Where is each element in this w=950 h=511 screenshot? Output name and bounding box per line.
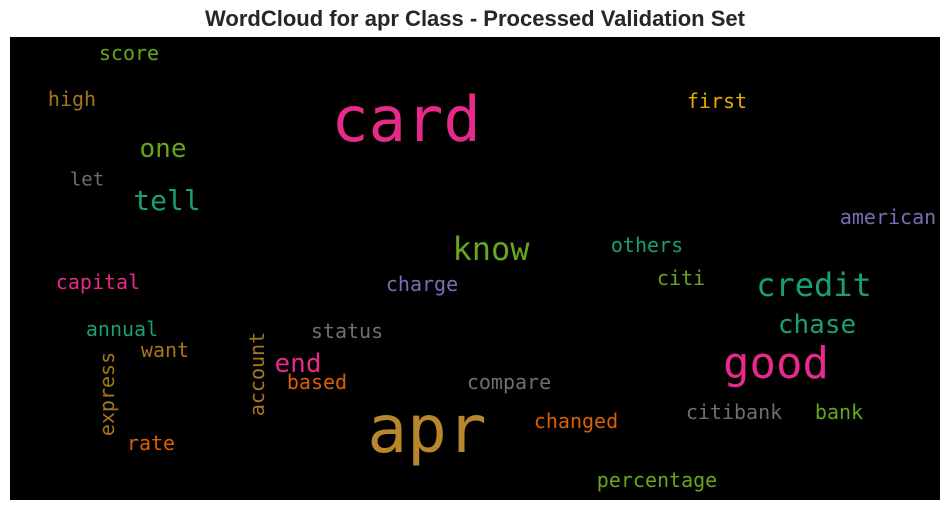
word-express: express bbox=[95, 351, 119, 437]
word-good: good bbox=[723, 338, 829, 389]
word-charge: charge bbox=[385, 272, 459, 296]
word-let: let bbox=[69, 168, 105, 191]
word-know: know bbox=[452, 230, 530, 268]
word-capital: capital bbox=[55, 270, 141, 294]
word-high: high bbox=[47, 87, 97, 111]
word-others: others bbox=[610, 233, 684, 257]
word-compare: compare bbox=[466, 370, 552, 394]
word-account: account bbox=[245, 331, 269, 417]
word-one: one bbox=[139, 134, 187, 164]
word-end: end bbox=[274, 349, 322, 379]
word-citi: citi bbox=[656, 266, 706, 290]
word-american: american bbox=[839, 205, 937, 229]
word-want: want bbox=[140, 338, 190, 362]
chart-title: WordCloud for apr Class - Processed Vali… bbox=[205, 6, 745, 31]
word-apr: apr bbox=[367, 391, 487, 468]
word-rate: rate bbox=[126, 431, 176, 455]
word-percentage: percentage bbox=[596, 468, 718, 492]
word-card: card bbox=[331, 83, 481, 156]
word-annual: annual bbox=[85, 317, 159, 341]
wordcloud-canvas: card apr good know credit chase tell one… bbox=[10, 37, 940, 500]
word-first: first bbox=[686, 89, 748, 113]
word-tell: tell bbox=[133, 184, 201, 217]
word-chase: chase bbox=[777, 310, 857, 340]
word-score: score bbox=[98, 41, 160, 65]
word-status: status bbox=[310, 319, 384, 343]
word-bank: bank bbox=[814, 400, 864, 424]
word-citibank: citibank bbox=[685, 400, 783, 424]
word-changed: changed bbox=[533, 409, 619, 433]
word-credit: credit bbox=[756, 266, 872, 304]
word-based: based bbox=[286, 370, 348, 394]
